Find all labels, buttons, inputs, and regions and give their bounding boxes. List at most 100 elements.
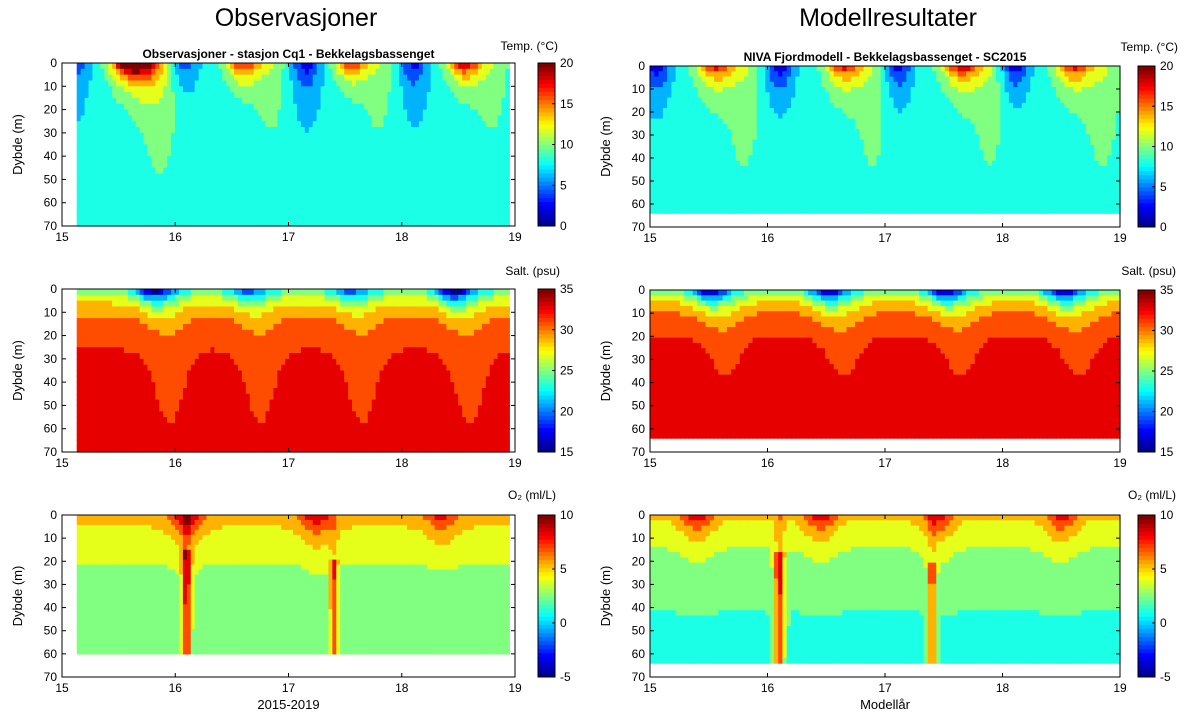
heatmap-cell [863, 144, 869, 151]
heatmap-cell [312, 115, 318, 122]
heatmap-cell [265, 191, 271, 198]
colorbar-swatch [538, 67, 555, 72]
heatmap-cell [175, 179, 180, 186]
heatmap-cell [654, 113, 660, 120]
heatmap-cell [820, 118, 826, 125]
heatmap-cell [803, 102, 809, 109]
heatmap-cell [352, 138, 357, 146]
heatmap-cell [906, 181, 912, 188]
heatmap-cell [481, 202, 487, 210]
heatmap-cell [497, 208, 503, 215]
heatmap-cell [171, 63, 176, 70]
heatmap-cell [210, 74, 215, 82]
heatmap-cell [92, 63, 97, 70]
heatmap-cell [722, 186, 728, 193]
heatmap-cell [489, 144, 495, 151]
heatmap-cell [186, 109, 192, 116]
heatmap-cell [927, 176, 933, 183]
heatmap-cell [167, 80, 172, 87]
heatmap-cell [466, 132, 471, 140]
heatmap-cell [411, 179, 416, 186]
heatmap-cell [714, 71, 719, 78]
heatmap-cell [112, 86, 117, 93]
heatmap-cell [269, 86, 274, 93]
heatmap-cell [688, 139, 694, 146]
heatmap-cell [850, 108, 856, 114]
heatmap-cell [825, 160, 831, 167]
heatmap-cell [281, 109, 286, 116]
heatmap-cell [108, 179, 113, 186]
heatmap-cell [838, 123, 843, 130]
heatmap-cell [112, 97, 117, 105]
heatmap-cell [505, 167, 510, 175]
heatmap-cell [701, 108, 707, 114]
heatmap-cell [131, 127, 137, 134]
heatmap-cell [501, 196, 506, 204]
heatmap-cell [438, 103, 444, 111]
heatmap-cell [872, 160, 878, 167]
heatmap-cell [442, 115, 448, 122]
heatmap-cell [897, 118, 903, 125]
heatmap-cell [450, 196, 455, 204]
heatmap-cell [253, 144, 259, 151]
heatmap-cell [434, 74, 440, 82]
heatmap-cell [748, 139, 754, 146]
heatmap-cell [407, 191, 412, 198]
heatmap-cell [825, 155, 831, 162]
heatmap-cell [820, 97, 826, 104]
heatmap-cell [237, 109, 243, 116]
heatmap-cell [241, 86, 247, 93]
heatmap-cell [816, 139, 822, 146]
heatmap-cell [155, 191, 160, 198]
heatmap-cell [407, 179, 412, 186]
heatmap-cell [850, 207, 856, 214]
heatmap-cell [383, 74, 389, 82]
heatmap-cell [308, 167, 314, 175]
heatmap-cell [163, 86, 168, 93]
heatmap-cell [505, 220, 510, 227]
heatmap-cell [470, 121, 475, 128]
heatmap-cell [300, 191, 306, 198]
heatmap-cell [466, 196, 471, 204]
heatmap-cell [261, 109, 267, 116]
heatmap-cell [182, 121, 188, 128]
heatmap-cell [281, 202, 286, 210]
heatmap-cell [245, 63, 251, 70]
heatmap-cell [186, 68, 192, 76]
heatmap-cell [739, 171, 745, 177]
heatmap-cell [769, 123, 775, 130]
heatmap-cell [131, 109, 137, 116]
heatmap-cell [692, 144, 698, 151]
heatmap-cell [812, 129, 818, 135]
heatmap-cell [782, 165, 788, 172]
heatmap-cell [799, 181, 805, 188]
heatmap-cell [438, 191, 444, 198]
heatmap-cell [658, 202, 664, 209]
heatmap-cell [786, 97, 792, 104]
heatmap-cell [709, 160, 715, 167]
heatmap-cell [919, 66, 925, 72]
heatmap-cell [108, 144, 113, 151]
heatmap-cell [910, 81, 916, 88]
heatmap-cell [352, 63, 357, 70]
heatmap-cell [230, 161, 235, 169]
heatmap-cell [237, 185, 243, 192]
heatmap-cell [885, 176, 890, 183]
heatmap-cell [497, 74, 503, 82]
heatmap-cell [265, 109, 271, 116]
heatmap-cell [782, 139, 788, 146]
heatmap-cell [332, 97, 337, 105]
heatmap-cell [289, 185, 294, 192]
heatmap-cell [171, 92, 176, 99]
heatmap-cell [450, 115, 455, 122]
heatmap-cell [277, 86, 282, 93]
heatmap-cell [872, 102, 878, 109]
heatmap-cell [214, 121, 219, 128]
heatmap-cell [489, 161, 495, 169]
heatmap-cell [701, 181, 707, 188]
heatmap-cell [795, 113, 801, 120]
heatmap-cell [446, 167, 451, 175]
heatmap-cell [230, 115, 235, 122]
heatmap-cell [756, 71, 762, 78]
heatmap-cell [838, 160, 843, 167]
